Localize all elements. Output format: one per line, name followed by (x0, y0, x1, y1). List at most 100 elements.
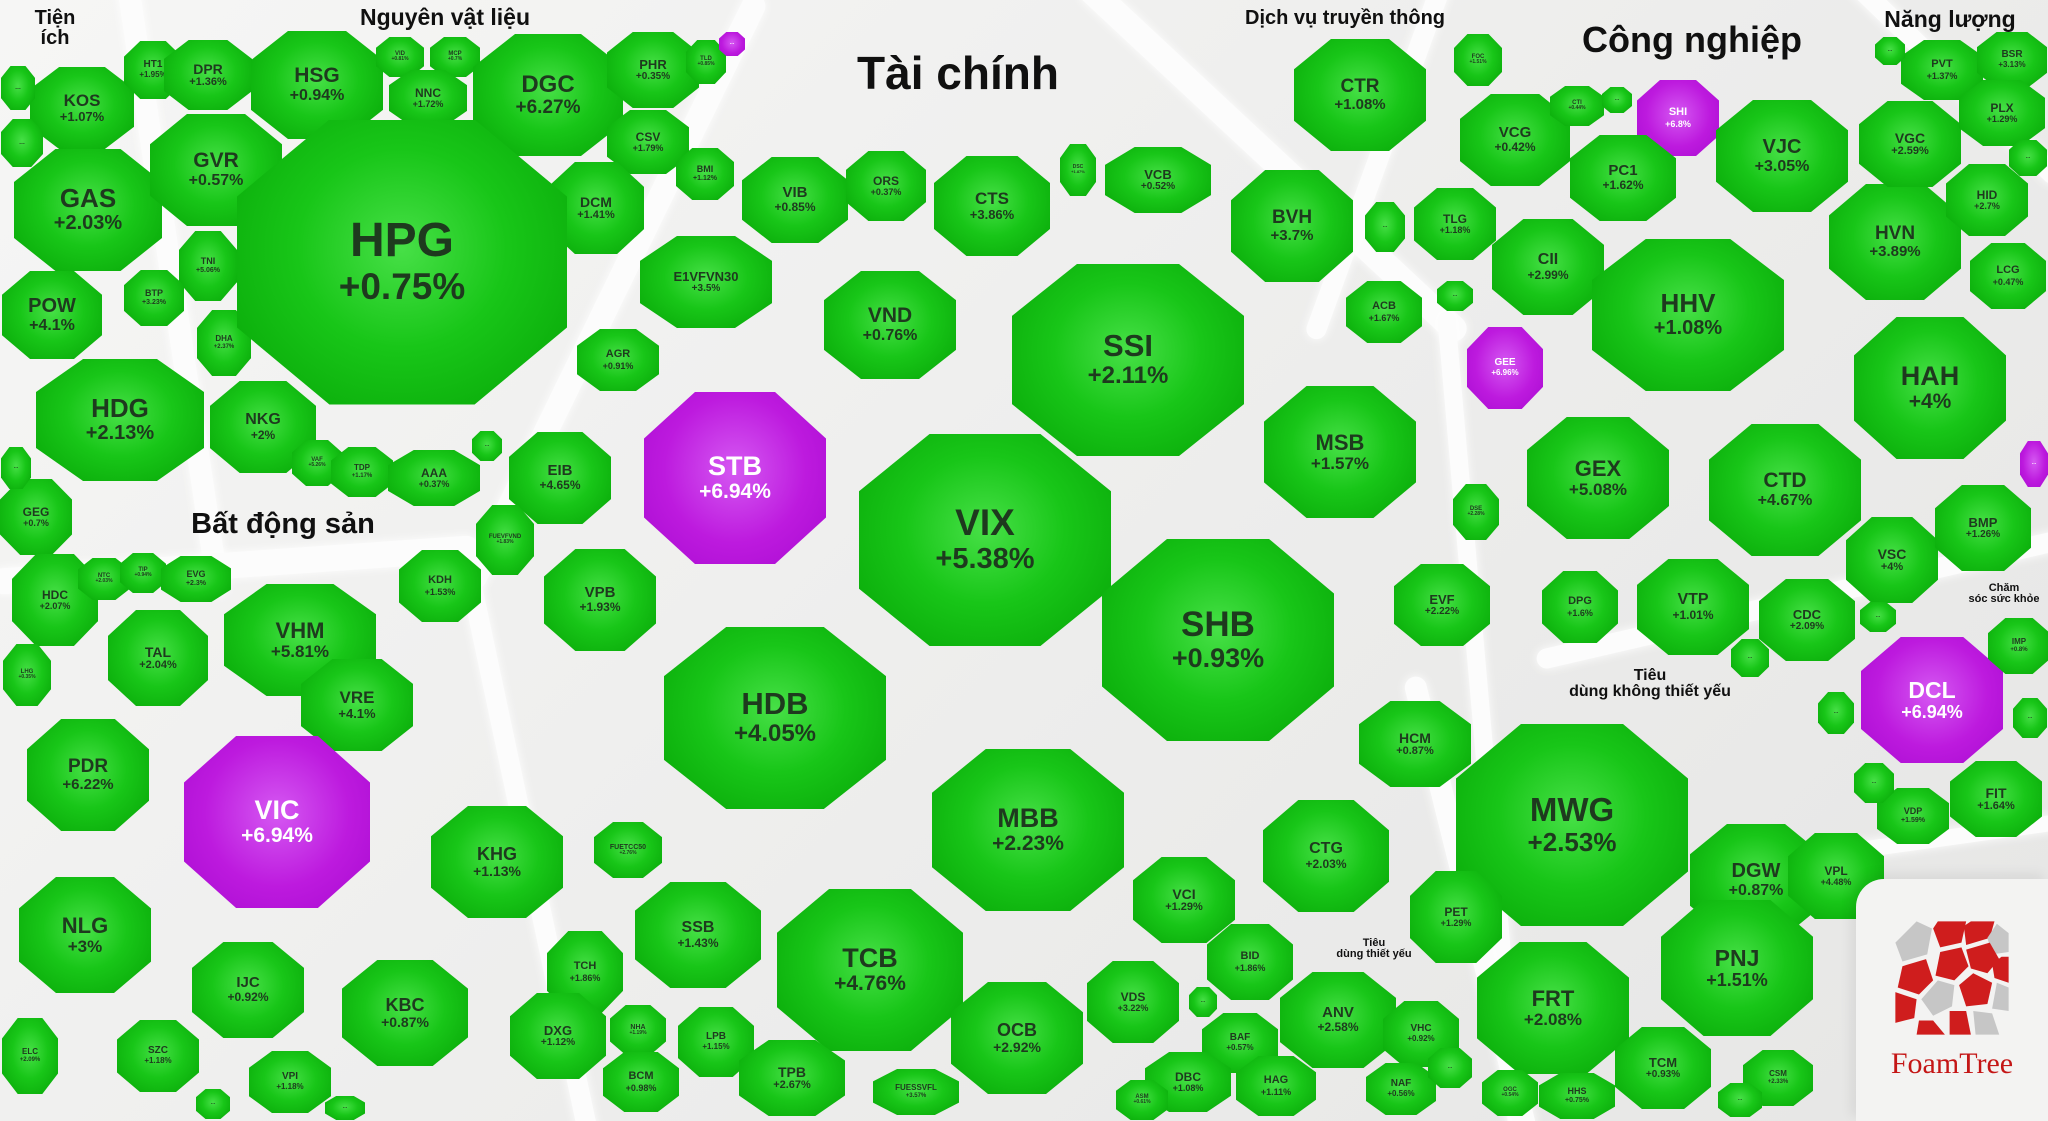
cell-PNJ[interactable]: PNJ +1.51% (1661, 900, 1813, 1036)
cell-TNI[interactable]: TNI +5.06% (179, 231, 237, 301)
cell-HPG[interactable]: HPG +0.75% (237, 119, 567, 405)
cell-DXG[interactable]: DXG +1.12% (510, 993, 606, 1079)
cell-MBB[interactable]: MBB +2.23% (932, 749, 1124, 911)
cell-NLG[interactable]: NLG +3% (19, 877, 151, 993)
cell-HHV[interactable]: HHV +1.08% (1592, 239, 1784, 391)
cell-small-nang-luong[interactable]: … (2009, 140, 2047, 176)
cell-EVG[interactable]: EVG +2.3% (161, 556, 231, 602)
cell-FUETCC50[interactable]: FUETCC50 +2.76% (594, 822, 662, 878)
cell-AAA[interactable]: AAA +0.37% (388, 450, 480, 506)
cell-IJC[interactable]: IJC +0.92% (192, 942, 304, 1038)
cell-BMI[interactable]: BMI +1.12% (676, 148, 734, 200)
cell-POW[interactable]: POW +4.1% (2, 271, 102, 359)
cell-HDG[interactable]: HDG +2.13% (36, 359, 204, 481)
cell-small-cong-nghiep[interactable]: … (2020, 441, 2048, 487)
cell-small-dich-vu-truyen-thong[interactable]: … (1365, 202, 1405, 252)
cell-CSV[interactable]: CSV +1.79% (607, 110, 689, 174)
cell-PHR[interactable]: PHR +0.35% (607, 32, 699, 108)
cell-VSC[interactable]: VSC +4% (1846, 517, 1938, 603)
cell-CDC[interactable]: CDC +2.09% (1759, 579, 1855, 661)
cell-HCM[interactable]: HCM +0.87% (1359, 701, 1471, 787)
cell-OCB[interactable]: OCB +2.92% (951, 982, 1083, 1094)
cell-PET[interactable]: PET +1.29% (1410, 871, 1502, 963)
cell-HSG[interactable]: HSG +0.94% (251, 31, 383, 139)
cell-small-tien-ich[interactable]: … (1, 66, 35, 110)
cell-CTS[interactable]: CTS +3.86% (934, 156, 1050, 256)
cell-small-nguyen-vat-lieu[interactable]: … (472, 431, 502, 461)
cell-KHG[interactable]: KHG +1.13% (431, 806, 563, 918)
cell-DSC[interactable]: DSC +1.87% (1060, 144, 1096, 196)
cell-LCG[interactable]: LCG +0.47% (1970, 243, 2046, 309)
cell-E1VFVN30[interactable]: E1VFVN30 +3.5% (640, 236, 772, 328)
cell-small-cong-nghiep[interactable]: … (1731, 639, 1769, 677)
cell-small-tien-ich[interactable]: … (1, 119, 43, 167)
cell-ELC[interactable]: ELC +2.09% (2, 1018, 58, 1094)
cell-VIX[interactable]: VIX +5.38% (859, 434, 1111, 646)
cell-KBC[interactable]: KBC +0.87% (342, 960, 468, 1066)
cell-HAH[interactable]: HAH +4% (1854, 317, 2006, 459)
cell-GAS[interactable]: GAS +2.03% (14, 149, 162, 271)
cell-PDR[interactable]: PDR +6.22% (27, 719, 149, 831)
cell-TAL[interactable]: TAL +2.04% (108, 610, 208, 706)
cell-FOC[interactable]: FOC +1.51% (1454, 34, 1502, 86)
cell-small-nang-luong[interactable]: … (1875, 37, 1905, 65)
cell-KDH[interactable]: KDH +1.53% (399, 550, 481, 622)
cell-TPB[interactable]: TPB +2.67% (739, 1040, 845, 1116)
cell-DCL[interactable]: DCL +6.94% (1861, 637, 2003, 763)
cell-small-tai-chinh[interactable]: … (1189, 987, 1217, 1017)
cell-FUEVFVND[interactable]: FUEVFVND +1.83% (476, 505, 534, 575)
cell-IMP[interactable]: IMP +0.8% (1988, 618, 2048, 674)
cell-TLG[interactable]: TLG +1.18% (1414, 188, 1496, 260)
cell-VCI[interactable]: VCI +1.29% (1133, 857, 1235, 943)
cell-OGC[interactable]: OGC +0.54% (1482, 1070, 1538, 1116)
cell-small-nguyen-vat-lieu[interactable]: … (719, 32, 745, 56)
cell-GEG[interactable]: GEG +0.7% (0, 479, 72, 555)
cell-BMP[interactable]: BMP +1.26% (1935, 485, 2031, 571)
cell-PC1[interactable]: PC1 +1.62% (1570, 135, 1676, 221)
cell-VDP[interactable]: VDP +1.59% (1877, 788, 1949, 844)
cell-DGC[interactable]: DGC +6.27% (473, 34, 623, 156)
cell-small-tien-ich[interactable]: … (1, 447, 31, 489)
cell-SSI[interactable]: SSI +2.11% (1012, 264, 1244, 456)
cell-small-tieu-dung-thiet-yeu[interactable]: … (1428, 1048, 1472, 1088)
cell-FIT[interactable]: FIT +1.64% (1950, 761, 2042, 837)
cell-HHS[interactable]: HHS +0.75% (1539, 1073, 1615, 1119)
cell-VCB[interactable]: VCB +0.52% (1105, 147, 1211, 213)
cell-DPG[interactable]: DPG +1.6% (1542, 571, 1618, 643)
cell-ANV[interactable]: ANV +2.58% (1280, 972, 1396, 1068)
cell-TIP[interactable]: TIP +0.94% (120, 553, 166, 593)
cell-VIB[interactable]: VIB +0.85% (742, 157, 848, 243)
cell-BCM[interactable]: BCM +0.98% (603, 1052, 679, 1112)
cell-BVH[interactable]: BVH +3.7% (1231, 170, 1353, 282)
cell-MCP[interactable]: MCP +0.7% (430, 37, 480, 77)
cell-small-cham-soc-suc-khoe[interactable]: … (1854, 763, 1894, 803)
cell-ORS[interactable]: ORS +0.37% (846, 151, 926, 221)
foamtree-attribution[interactable]: FoamTree (1856, 879, 2048, 1121)
cell-VRE[interactable]: VRE +4.1% (301, 659, 413, 751)
cell-VPB[interactable]: VPB +1.93% (544, 549, 656, 651)
cell-LHG[interactable]: LHG +0.35% (3, 644, 51, 706)
cell-VND[interactable]: VND +0.76% (824, 271, 956, 379)
cell-SZC[interactable]: SZC +1.18% (117, 1020, 199, 1092)
cell-MSB[interactable]: MSB +1.57% (1264, 386, 1416, 518)
cell-VJC[interactable]: VJC +3.05% (1716, 100, 1848, 212)
cell-HDB[interactable]: HDB +4.05% (664, 627, 886, 809)
cell-FRT[interactable]: FRT +2.08% (1477, 942, 1629, 1074)
cell-CTG[interactable]: CTG +2.03% (1263, 800, 1389, 912)
cell-EVF[interactable]: EVF +2.22% (1394, 564, 1490, 646)
cell-small-tieu-dung-khong-thiet-yeu[interactable]: … (1718, 1083, 1762, 1117)
cell-small-cong-nghiep[interactable]: … (1602, 87, 1632, 113)
cell-small-cham-soc-suc-khoe[interactable]: … (1818, 692, 1854, 734)
cell-DPR[interactable]: DPR +1.36% (164, 40, 252, 110)
cell-VIC[interactable]: VIC +6.94% (184, 736, 370, 908)
cell-NHA[interactable]: NHA +1.19% (610, 1005, 666, 1055)
cell-KOS[interactable]: KOS +1.07% (30, 67, 134, 149)
cell-VPI[interactable]: VPI +1.18% (249, 1051, 331, 1113)
cell-GEX[interactable]: GEX +5.08% (1527, 417, 1669, 539)
cell-CTR[interactable]: CTR +1.08% (1294, 39, 1426, 151)
cell-NAF[interactable]: NAF +0.56% (1366, 1063, 1436, 1115)
cell-PVT[interactable]: PVT +1.37% (1901, 40, 1983, 100)
cell-small-cong-nghiep[interactable]: … (1437, 281, 1473, 311)
cell-ACB[interactable]: ACB +1.67% (1346, 281, 1422, 343)
cell-HVN[interactable]: HVN +3.89% (1829, 184, 1961, 300)
